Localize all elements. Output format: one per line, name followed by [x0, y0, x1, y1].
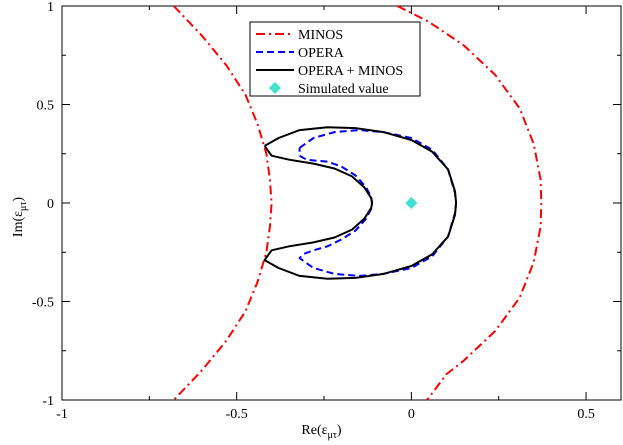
x-tick-label: -0.5 — [226, 407, 248, 422]
legend-label-minos: MINOS — [298, 28, 343, 43]
series-layer — [173, 5, 543, 401]
x-tick-label: 0.5 — [577, 407, 595, 422]
x-tick-label: 0 — [408, 407, 415, 422]
y-tick-label: -0.5 — [32, 296, 54, 311]
legend-label-simulated-value: Simulated value — [298, 82, 389, 97]
y-axis-label: Im(εμτ) — [11, 197, 29, 237]
axis-ticks: -1 -0.5 0 0.5 -1 -0.5 0 0.5 1 — [32, 0, 621, 422]
y-tick-label: 0 — [47, 197, 54, 212]
minos-curve-1 — [173, 5, 273, 401]
legend-label-opera-minos: OPERA + MINOS — [298, 64, 403, 79]
y-tick-label: 1 — [47, 0, 54, 15]
legend-label-opera: OPERA — [298, 46, 345, 61]
legend-marker-simulated-value — [269, 82, 281, 94]
simulated-value-marker — [405, 197, 418, 209]
x-tick-label: -1 — [56, 407, 68, 422]
opera-curve — [298, 129, 458, 277]
x-axis-label: Re(εμτ) — [301, 423, 341, 441]
legend: MINOS OPERA OPERA + MINOS Simulated value — [249, 21, 421, 97]
y-tick-label: -1 — [42, 394, 54, 409]
y-tick-label: 0.5 — [37, 99, 55, 114]
opera-minos-curve — [263, 126, 458, 280]
